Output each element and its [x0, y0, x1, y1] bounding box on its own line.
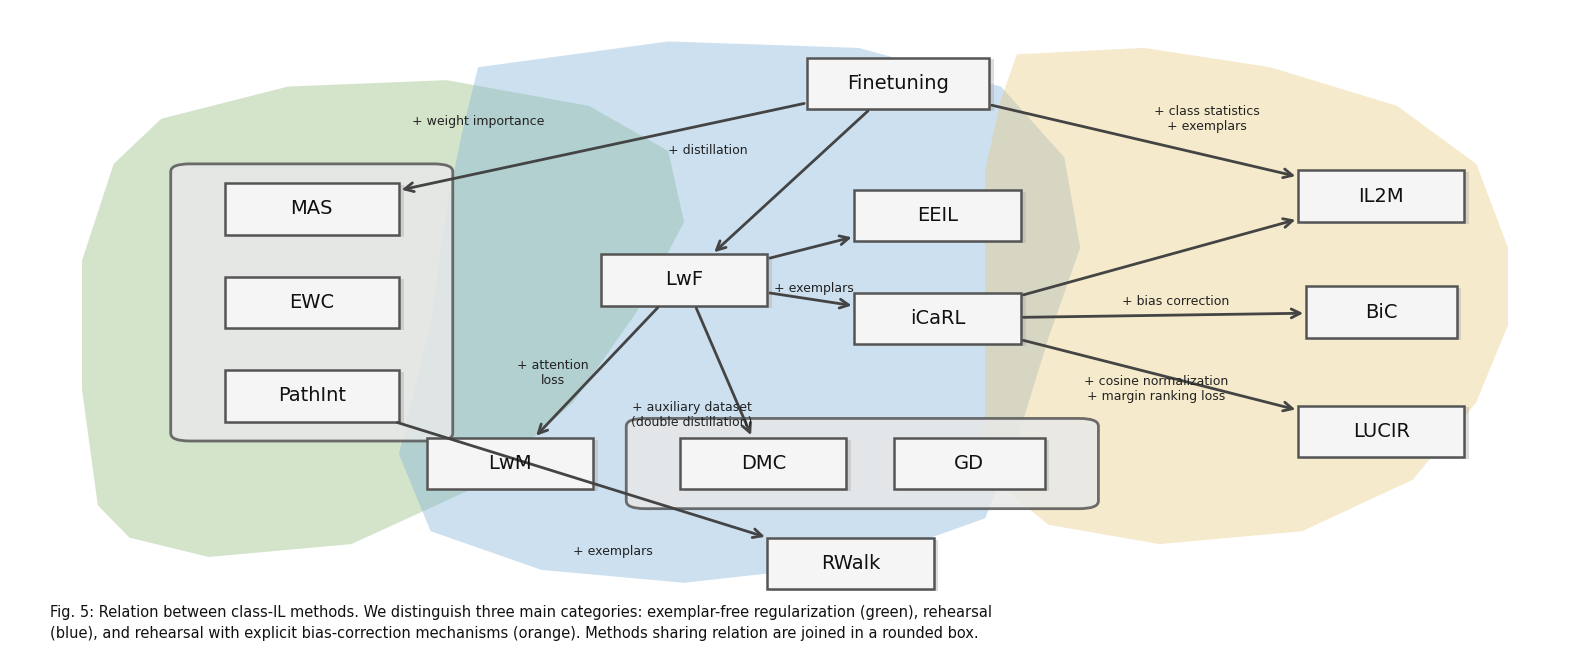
Text: Finetuning: Finetuning	[847, 74, 949, 93]
FancyBboxPatch shape	[426, 438, 593, 489]
Polygon shape	[83, 80, 684, 557]
FancyBboxPatch shape	[626, 419, 1099, 509]
FancyBboxPatch shape	[431, 439, 598, 491]
Text: iCaRL: iCaRL	[909, 309, 965, 328]
FancyBboxPatch shape	[854, 190, 1021, 241]
FancyBboxPatch shape	[224, 370, 399, 422]
FancyBboxPatch shape	[859, 294, 1026, 346]
FancyBboxPatch shape	[1297, 170, 1464, 222]
FancyBboxPatch shape	[811, 60, 994, 111]
FancyBboxPatch shape	[773, 540, 938, 591]
Text: + weight importance: + weight importance	[412, 116, 544, 129]
Text: + cosine normalization
+ margin ranking loss: + cosine normalization + margin ranking …	[1084, 376, 1229, 404]
FancyBboxPatch shape	[224, 277, 399, 328]
FancyBboxPatch shape	[229, 279, 404, 330]
FancyBboxPatch shape	[681, 438, 846, 489]
FancyBboxPatch shape	[894, 438, 1045, 489]
Text: + exemplars: + exemplars	[572, 545, 652, 558]
Text: LUCIR: LUCIR	[1353, 422, 1410, 441]
FancyBboxPatch shape	[229, 372, 404, 424]
Text: GD: GD	[954, 454, 984, 473]
Text: IL2M: IL2M	[1358, 187, 1404, 205]
FancyBboxPatch shape	[1302, 408, 1469, 459]
FancyBboxPatch shape	[806, 58, 989, 109]
Text: + bias correction: + bias correction	[1121, 295, 1229, 308]
Text: EWC: EWC	[289, 293, 334, 312]
Text: PathInt: PathInt	[278, 386, 345, 406]
Text: + distillation: + distillation	[668, 144, 747, 157]
FancyBboxPatch shape	[1310, 288, 1461, 340]
FancyBboxPatch shape	[601, 254, 768, 306]
Text: + exemplars: + exemplars	[774, 281, 854, 294]
Polygon shape	[399, 42, 1080, 583]
Text: + attention
loss: + attention loss	[517, 359, 588, 387]
Text: BiC: BiC	[1364, 303, 1398, 322]
FancyBboxPatch shape	[606, 256, 773, 307]
FancyBboxPatch shape	[1297, 406, 1464, 457]
Text: LwF: LwF	[665, 270, 703, 289]
Text: DMC: DMC	[741, 454, 785, 473]
FancyBboxPatch shape	[1305, 287, 1456, 338]
FancyBboxPatch shape	[1302, 172, 1469, 224]
FancyBboxPatch shape	[854, 292, 1021, 344]
FancyBboxPatch shape	[898, 439, 1049, 491]
FancyBboxPatch shape	[768, 538, 933, 589]
FancyBboxPatch shape	[859, 192, 1026, 243]
Text: Fig. 5: Relation between class-IL methods. We distinguish three main categories:: Fig. 5: Relation between class-IL method…	[51, 604, 992, 641]
FancyBboxPatch shape	[685, 439, 851, 491]
Text: MAS: MAS	[291, 200, 332, 218]
Text: RWalk: RWalk	[820, 554, 881, 573]
Text: + auxiliary dataset
(double distillation): + auxiliary dataset (double distillation…	[631, 401, 752, 429]
FancyBboxPatch shape	[229, 185, 404, 237]
FancyBboxPatch shape	[170, 164, 453, 441]
Text: + class statistics
+ exemplars: + class statistics + exemplars	[1154, 105, 1259, 133]
Text: EEIL: EEIL	[917, 206, 959, 225]
Polygon shape	[986, 48, 1507, 544]
FancyBboxPatch shape	[224, 183, 399, 235]
Text: LwM: LwM	[488, 454, 531, 473]
